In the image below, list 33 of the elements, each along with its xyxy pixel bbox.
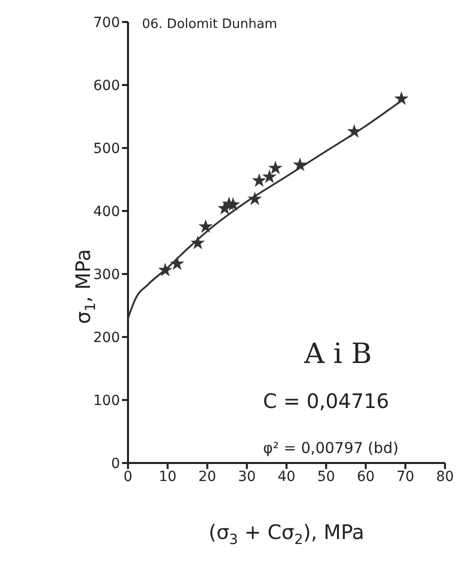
point (262, 169, 277, 184)
point (292, 157, 308, 172)
point (394, 91, 409, 105)
x-tick-label: 0 (124, 468, 132, 485)
point (198, 219, 213, 233)
y-tick-label: 300 (93, 266, 120, 283)
y-tick-label: 0 (111, 456, 120, 472)
point (252, 173, 266, 187)
y-tick-label: 200 (93, 330, 120, 346)
y-tick-label: 400 (93, 204, 120, 220)
y-tick-label: 600 (93, 78, 120, 94)
x-tick-label: 70 (396, 468, 414, 485)
point (170, 256, 184, 270)
annotation: A i B (303, 337, 372, 370)
annotation: C = 0,04716 (263, 389, 390, 413)
x-axis-title: (σ$_{3}$ + Cσ$_{2}$), MPa (208, 520, 364, 548)
x-tick-label: 30 (238, 468, 256, 485)
chart-title: 06. Dolomit Dunham (142, 17, 278, 32)
y-tick-label: 100 (93, 392, 120, 409)
point (190, 236, 205, 250)
point (347, 124, 362, 138)
x-tick-label: 20 (198, 468, 216, 485)
annotation: φ² = 0,00797 (bd) (263, 439, 399, 457)
point (268, 160, 283, 174)
y-tick-label: 500 (93, 140, 120, 157)
x-tick-label: 80 (436, 468, 454, 485)
x-tick-label: 40 (278, 468, 296, 485)
x-tick-label: 10 (158, 468, 177, 485)
x-tick-label: 60 (356, 468, 375, 485)
point (158, 262, 172, 276)
x-tick-label: 50 (317, 468, 336, 485)
point (248, 191, 262, 206)
y-tick-label: 700 (93, 14, 120, 31)
